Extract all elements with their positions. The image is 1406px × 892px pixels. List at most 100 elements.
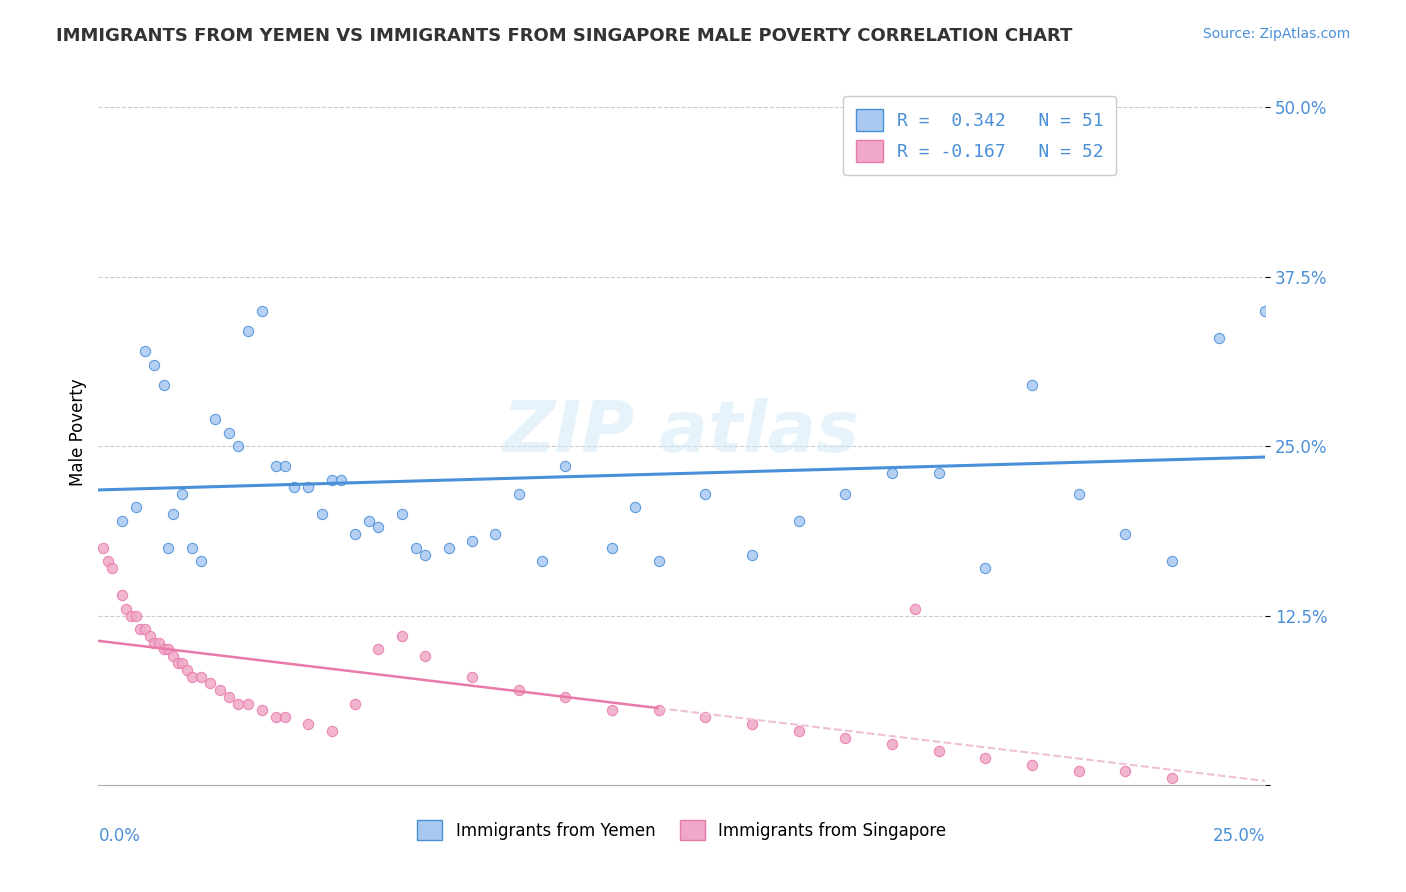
Point (101, 561, 124, 575)
Point (283, 480, 305, 494)
Point (264, 710, 287, 724)
Point (359, 514, 381, 528)
Point (624, 500, 647, 515)
Text: Source: ZipAtlas.com: Source: ZipAtlas.com (1202, 27, 1350, 41)
Point (484, 527, 506, 541)
Point (344, 697, 367, 711)
Point (600, 541, 623, 555)
Point (647, 703, 669, 717)
Point (111, 588, 134, 602)
Point (176, 663, 198, 677)
Point (152, 378, 174, 392)
Point (218, 690, 240, 704)
Point (321, 723, 343, 738)
Point (157, 541, 180, 555)
Point (344, 527, 367, 541)
Point (834, 731, 856, 745)
Point (148, 635, 170, 649)
Point (367, 520, 389, 534)
Point (974, 561, 997, 575)
Point (695, 486, 717, 500)
Point (157, 642, 180, 657)
Point (143, 635, 166, 649)
Point (91, 541, 114, 555)
Point (508, 486, 530, 500)
Point (129, 622, 152, 636)
Point (236, 324, 259, 338)
Point (274, 459, 297, 474)
Point (208, 683, 231, 698)
Point (1021, 757, 1043, 772)
Point (1161, 554, 1184, 568)
Point (554, 690, 576, 704)
Point (134, 344, 156, 359)
Point (115, 601, 138, 615)
Point (741, 717, 763, 731)
Point (391, 629, 413, 643)
Point (787, 723, 810, 738)
Text: IMMIGRANTS FROM YEMEN VS IMMIGRANTS FROM SINGAPORE MALE POVERTY CORRELATION CHAR: IMMIGRANTS FROM YEMEN VS IMMIGRANTS FROM… (56, 27, 1073, 45)
Point (647, 554, 669, 568)
Point (928, 114, 950, 128)
Point (530, 554, 553, 568)
Point (228, 697, 250, 711)
Point (904, 601, 927, 615)
Point (125, 608, 148, 623)
Point (264, 459, 287, 474)
Point (162, 649, 184, 664)
Legend: Immigrants from Yemen, Immigrants from Singapore: Immigrants from Yemen, Immigrants from S… (411, 814, 953, 847)
Point (172, 486, 194, 500)
Point (250, 303, 273, 318)
Point (97, 554, 120, 568)
Point (405, 541, 427, 555)
Point (461, 669, 484, 683)
Point (190, 669, 212, 683)
Point (1021, 378, 1043, 392)
Point (928, 744, 950, 758)
Point (236, 697, 259, 711)
Point (274, 710, 297, 724)
Point (162, 507, 184, 521)
Point (413, 649, 436, 664)
Point (228, 439, 250, 453)
Point (600, 703, 623, 717)
Point (250, 703, 273, 717)
Point (554, 459, 576, 474)
Point (880, 737, 903, 751)
Point (297, 480, 319, 494)
Point (1254, 303, 1277, 318)
Point (125, 500, 148, 515)
Point (1114, 764, 1136, 779)
Point (321, 473, 343, 487)
Point (928, 467, 950, 481)
Point (111, 514, 134, 528)
Point (695, 710, 717, 724)
Point (437, 541, 460, 555)
Point (413, 548, 436, 562)
Point (120, 608, 142, 623)
Text: ZIP atlas: ZIP atlas (503, 398, 860, 467)
Point (391, 507, 413, 521)
Point (297, 717, 319, 731)
Point (180, 541, 202, 555)
Point (1067, 764, 1090, 779)
Y-axis label: Male Poverty: Male Poverty (69, 379, 87, 486)
Point (134, 622, 156, 636)
Point (143, 358, 166, 372)
Point (1067, 486, 1090, 500)
Point (1208, 331, 1230, 345)
Point (190, 554, 212, 568)
Point (204, 412, 226, 426)
Point (787, 514, 810, 528)
Point (218, 425, 240, 440)
Point (367, 642, 389, 657)
Point (1161, 771, 1184, 785)
Point (166, 656, 188, 670)
Point (461, 534, 484, 549)
Text: 25.0%: 25.0% (1213, 827, 1265, 846)
Point (311, 507, 333, 521)
Point (508, 683, 530, 698)
Point (880, 467, 903, 481)
Point (200, 676, 222, 690)
Point (834, 486, 856, 500)
